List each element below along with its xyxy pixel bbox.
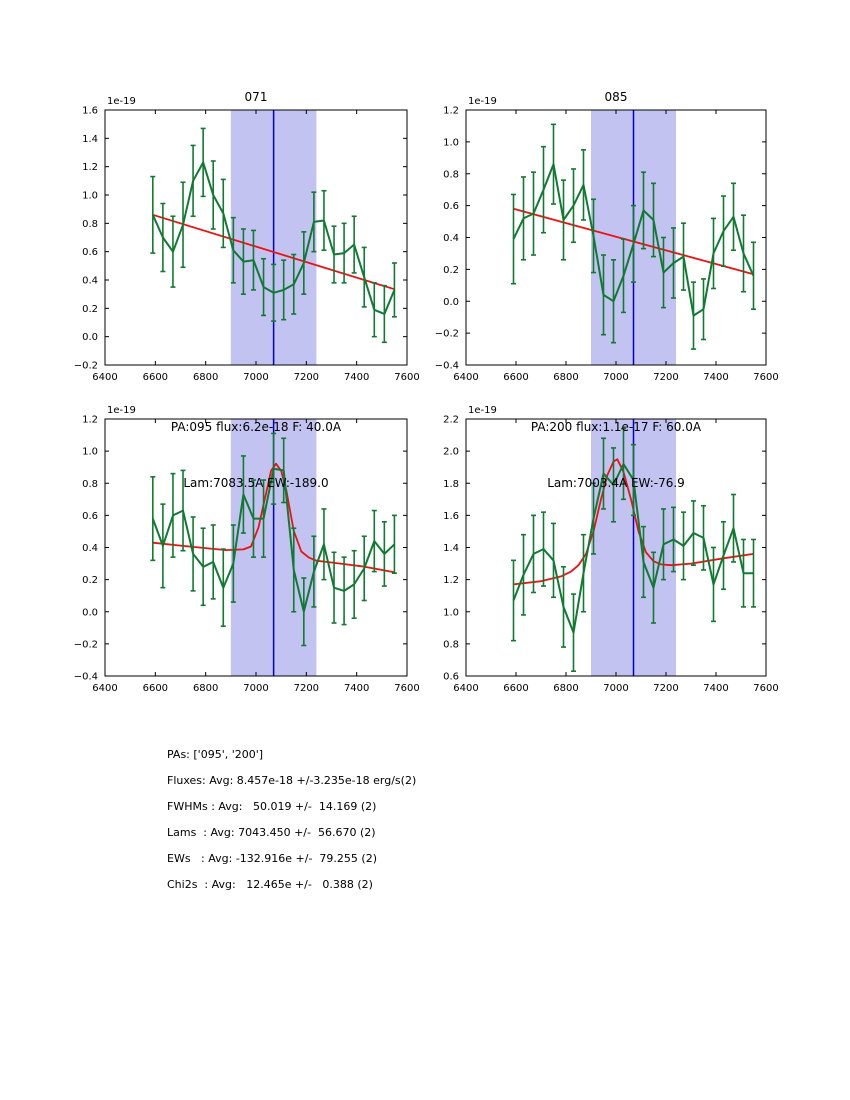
- fit-line: [152, 462, 395, 574]
- x-tick-label: 7200: [653, 683, 678, 694]
- plot-title-085: 085: [604, 90, 628, 104]
- y-tick-label: 0.4: [82, 276, 98, 287]
- y-tick-label: 1.0: [443, 607, 459, 618]
- x-tick-label: 6600: [503, 683, 528, 694]
- y-tick-label: 1.8: [443, 479, 459, 490]
- x-tick-label: 6800: [193, 372, 218, 383]
- error-bar: [391, 514, 397, 574]
- axis-offset-text: 1e-19: [468, 96, 497, 107]
- x-tick-label: 7400: [703, 372, 728, 383]
- y-tick-label: 1.2: [82, 415, 98, 426]
- x-tick-label: 7200: [653, 372, 678, 383]
- caption-pa200: PA:200 flux:1.1e-17 F: 60.0A Lam:7003.4A…: [466, 381, 766, 529]
- y-tick-label: 0.6: [443, 672, 459, 683]
- fit-line: [152, 213, 395, 291]
- y-tick-label: 1.0: [82, 191, 98, 202]
- error-bar: [511, 559, 516, 642]
- y-tick-label: 1.2: [443, 575, 459, 586]
- y-tick-label: 2.0: [443, 447, 459, 458]
- summary-chi2s: Chi2s : Avg: 12.465e +/- 0.388 (2): [167, 878, 373, 891]
- summary-pas: PAs: ['095', '200']: [167, 748, 264, 761]
- caption-pa095-line1: PA:095 flux:6.2e-18 F: 40.0A: [170, 420, 342, 434]
- error-bar: [150, 476, 156, 562]
- x-tick-label: 6600: [503, 372, 528, 383]
- y-tick-label: 0.0: [82, 332, 98, 343]
- x-tick-label: 7200: [294, 683, 319, 694]
- x-tick-label: 6600: [143, 683, 168, 694]
- y-tick-label: 0.8: [82, 219, 98, 230]
- y-tick-label: 0.4: [443, 233, 459, 244]
- summary-fluxes: Fluxes: Avg: 8.457e-18 +/-3.235e-18 erg/…: [167, 774, 417, 787]
- y-tick-label: 1.6: [82, 106, 98, 117]
- caption-pa095: PA:095 flux:6.2e-18 F: 40.0A Lam:7083.5A…: [105, 381, 407, 529]
- x-tick-label: 6800: [553, 683, 578, 694]
- y-tick-label: 0.6: [443, 201, 459, 212]
- y-tick-label: 0.8: [82, 479, 98, 490]
- y-tick-label: −0.4: [435, 361, 459, 372]
- axis-offset-text: 1e-19: [107, 405, 136, 416]
- y-tick-label: 0.8: [443, 639, 459, 650]
- chart-gaussfit-pa200: 6400 6600 6800 7000 7200 7400 7600 0.6 0.8 1.0 1.2…: [443, 405, 779, 694]
- x-tick-label: 6400: [92, 683, 117, 694]
- y-tick-label: 1.0: [443, 137, 459, 148]
- y-tick-label: 0.2: [443, 265, 459, 276]
- x-tick-label: 6400: [453, 372, 478, 383]
- x-tick-label: 7600: [753, 683, 778, 694]
- x-tick-label: 7000: [603, 372, 628, 383]
- chart-gaussfit-pa095: 6400 6600 6800 7000 7200 7400 7600 −0.4 −0.2 0.0 0…: [74, 405, 420, 694]
- y-tick-label: −0.4: [74, 672, 98, 683]
- caption-pa095-line2: Lam:7083.5A EW:-189.0: [183, 475, 329, 490]
- y-tick-label: 0.6: [82, 247, 98, 258]
- x-tick-label: 7000: [243, 683, 268, 694]
- y-tick-label: −0.2: [74, 639, 98, 650]
- y-tick-label: 1.6: [443, 511, 459, 522]
- y-tick-label: 0.0: [443, 297, 459, 308]
- chart-spectrum-pa200: 6400 6600 6800 7000 7200 7400 7600 −0.4 −0.2 0.0 0…: [435, 96, 779, 383]
- chart-spectrum-pa095: 6400 6600 6800 7000 7200 7400 7600 −0.2 0.0 0.2 0.…: [74, 96, 420, 383]
- x-tick-label: 6800: [193, 683, 218, 694]
- y-tick-label: −0.2: [435, 329, 459, 340]
- y-tick-label: 0.2: [82, 304, 98, 315]
- summary-ews: EWs : Avg: -132.916e +/- 79.255 (2): [167, 852, 377, 865]
- x-tick-label: 7400: [344, 372, 369, 383]
- x-tick-label: 7200: [294, 372, 319, 383]
- fit-line: [513, 458, 754, 586]
- summary-lams: Lams : Avg: 7043.450 +/- 56.670 (2): [167, 826, 376, 839]
- y-tick-label: 0.6: [82, 511, 98, 522]
- y-tick-label: 0.2: [82, 575, 98, 586]
- x-tick-label: 7400: [344, 683, 369, 694]
- y-tick-label: 0.4: [82, 543, 98, 554]
- y-tick-label: 1.0: [82, 447, 98, 458]
- y-tick-label: 1.4: [443, 543, 459, 554]
- data-line: [512, 463, 754, 634]
- y-tick-label: 2.2: [443, 415, 459, 426]
- x-tick-label: 7000: [243, 372, 268, 383]
- caption-pa200-line1: PA:200 flux:1.1e-17 F: 60.0A: [530, 420, 702, 434]
- x-tick-label: 7600: [394, 683, 419, 694]
- caption-pa200-line2: Lam:7003.4A EW:-76.9: [547, 475, 685, 490]
- x-tick-label: 7600: [394, 372, 419, 383]
- y-tick-label: 0.0: [82, 607, 98, 618]
- y-tick-label: 0.8: [443, 169, 459, 180]
- y-tick-label: −0.2: [74, 361, 98, 372]
- x-tick-label: 7600: [753, 372, 778, 383]
- data-line: [512, 163, 755, 317]
- data-line: [151, 467, 396, 613]
- axis-offset-text: 1e-19: [468, 405, 497, 416]
- fit-summary-block: PAs: ['095', '200'] Fluxes: Avg: 8.457e-…: [167, 742, 416, 898]
- y-tick-label: 1.2: [443, 106, 459, 117]
- y-tick-label: 1.4: [82, 134, 98, 145]
- x-tick-label: 6400: [453, 683, 478, 694]
- x-tick-label: 6600: [143, 372, 168, 383]
- summary-fwhms: FWHMs : Avg: 50.019 +/- 14.169 (2): [167, 800, 377, 813]
- axis-offset-text: 1e-19: [107, 96, 136, 107]
- x-tick-label: 7000: [603, 683, 628, 694]
- plot-title-071: 071: [244, 90, 268, 104]
- y-tick-label: 1.2: [82, 162, 98, 173]
- x-tick-label: 6400: [92, 372, 117, 383]
- data-line: [151, 161, 396, 315]
- x-tick-label: 7400: [703, 683, 728, 694]
- x-tick-label: 6800: [553, 372, 578, 383]
